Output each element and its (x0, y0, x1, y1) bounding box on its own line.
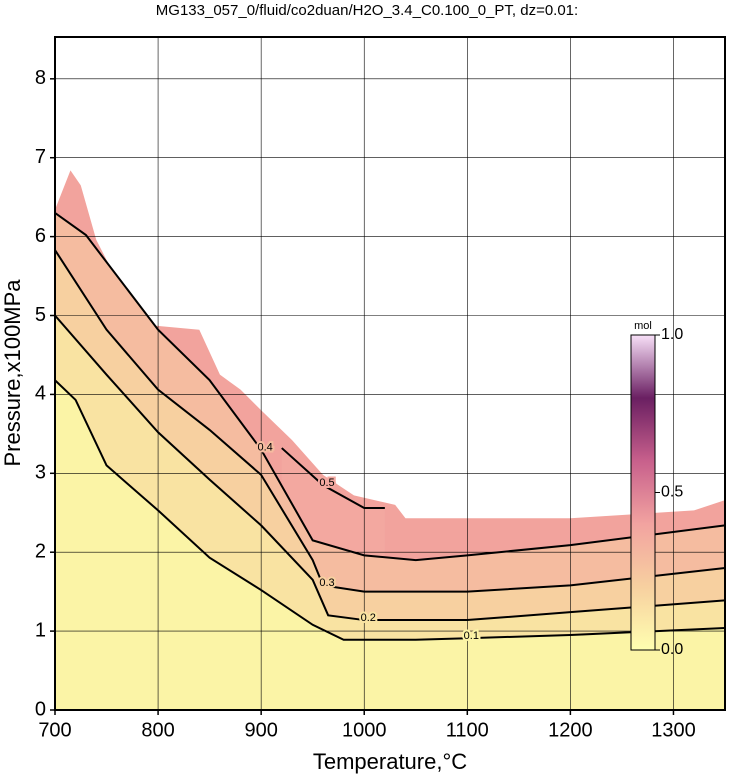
y-tick-label: 8 (35, 67, 46, 89)
plot-area: 0.5 0.4 0.3 0.2 0.1 (55, 37, 725, 710)
contour-band (55, 380, 725, 710)
x-tick-label: 1100 (446, 719, 489, 741)
y-tick-label: 4 (35, 383, 46, 405)
chart-title: MG133_057_0/fluid/co2duan/H2O_3.4_C0.100… (156, 2, 578, 19)
contour-line (281, 447, 385, 510)
x-tick-label: 700 (38, 719, 71, 741)
x-tick-label: 1000 (342, 719, 387, 741)
contour-label: 0.3 (319, 577, 334, 589)
contour-label: 0.1 (464, 630, 479, 642)
colorbar-label: mol (634, 320, 652, 332)
colorbar (630, 334, 656, 651)
x-tick-label: 900 (244, 719, 277, 741)
x-tick-label: 1200 (548, 719, 593, 741)
contour-label: 0.5 (319, 477, 334, 489)
y-axis-label: Pressure,x100MPa (0, 279, 25, 467)
contour-label: 0.4 (258, 442, 273, 454)
x-axis-label: Temperature,°C (313, 749, 467, 774)
colorbar-tick-label: 1.0 (661, 326, 683, 343)
x-tick-label: 1300 (651, 719, 696, 741)
contour-line (55, 314, 725, 622)
colorbar-tick-label: 0.0 (661, 641, 683, 658)
contour-line (55, 212, 725, 562)
y-tick-label: 5 (35, 304, 46, 326)
y-tick-label: 2 (35, 540, 46, 562)
y-tick-label: 0 (35, 698, 46, 720)
y-tick-label: 1 (35, 619, 46, 641)
plot-frame (54, 36, 726, 711)
y-tick-label: 7 (35, 146, 46, 168)
axes: 700 800 900 1000 1100 1200 1300 0 1 2 3 4 5 6 7 8 mol 0.0… (35, 36, 726, 741)
x-tick-label: 800 (141, 719, 174, 741)
contour-line (55, 249, 725, 593)
colorbar-tick-label: 0.5 (661, 484, 683, 501)
contour-label: 0.2 (361, 612, 376, 624)
contour-line (55, 379, 725, 641)
y-tick-label: 6 (35, 225, 46, 247)
y-tick-label: 3 (35, 462, 46, 484)
